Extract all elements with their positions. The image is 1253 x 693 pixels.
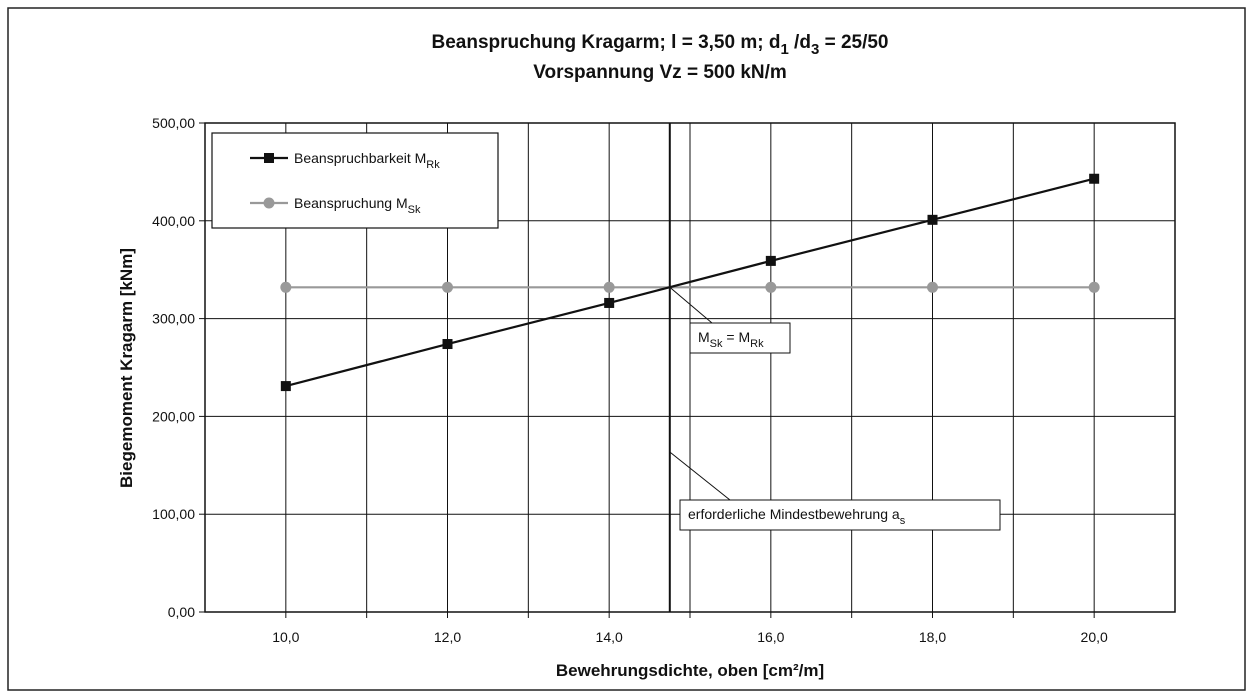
y-tick-label: 0,00 bbox=[168, 604, 195, 620]
subscript: Sk bbox=[408, 204, 421, 216]
y-tick-label: 200,00 bbox=[152, 408, 195, 424]
legend-label: Beanspruchung MSk bbox=[294, 195, 421, 216]
text-part: = 25/50 bbox=[819, 32, 888, 53]
marker bbox=[442, 339, 453, 350]
subscript: 1 bbox=[780, 41, 788, 58]
x-axis-label: Bewehrungsdichte, oben [cm²/m] bbox=[556, 661, 824, 680]
marker bbox=[1089, 173, 1100, 184]
marker bbox=[280, 381, 291, 392]
leader-line bbox=[669, 451, 731, 501]
marker bbox=[280, 281, 292, 293]
text-part: = M bbox=[723, 329, 751, 345]
annotation: erforderliche Mindestbewehrung as bbox=[688, 506, 906, 527]
marker bbox=[604, 297, 615, 308]
chart-title: Beanspruchung Kragarm; l = 3,50 m; d1 /d… bbox=[431, 32, 888, 58]
y-tick-label: 100,00 bbox=[152, 506, 195, 522]
x-tick-label: 18,0 bbox=[919, 629, 946, 645]
subscript: Sk bbox=[710, 338, 723, 350]
legend bbox=[211, 132, 499, 229]
leader-line bbox=[669, 286, 713, 324]
series-line bbox=[285, 177, 1095, 388]
marker bbox=[442, 281, 453, 293]
y-axis-label: Biegemoment Kragarm [kNm] bbox=[117, 248, 136, 488]
y-tick-label: 400,00 bbox=[152, 213, 195, 229]
text-part: Beanspruchung Kragarm; l = 3,50 m; d bbox=[431, 32, 780, 53]
text-part: Beanspruchung M bbox=[294, 195, 408, 211]
marker bbox=[603, 281, 615, 293]
marker bbox=[765, 281, 777, 293]
x-tick-label: 14,0 bbox=[596, 629, 623, 645]
subscript: 3 bbox=[811, 41, 819, 58]
text-part: M bbox=[698, 329, 710, 345]
text-part: Beanspruchbarkeit M bbox=[294, 150, 426, 166]
chart-subtitle: Vorspannung Vz = 500 kN/m bbox=[533, 62, 787, 83]
y-tick-label: 300,00 bbox=[152, 311, 195, 327]
marker bbox=[1088, 281, 1100, 293]
x-tick-label: 10,0 bbox=[272, 629, 299, 645]
text-part: /d bbox=[789, 32, 811, 53]
x-tick-label: 20,0 bbox=[1081, 629, 1108, 645]
legend-marker bbox=[263, 197, 275, 209]
subscript: s bbox=[900, 515, 906, 527]
x-tick-label: 12,0 bbox=[434, 629, 461, 645]
x-tick-label: 16,0 bbox=[757, 629, 784, 645]
annotation-box bbox=[679, 499, 1001, 531]
legend-label: Beanspruchbarkeit MRk bbox=[294, 150, 440, 171]
marker bbox=[927, 214, 938, 225]
annotation-box bbox=[689, 322, 791, 354]
text-part: erforderliche Mindestbewehrung a bbox=[688, 506, 900, 522]
y-tick-label: 500,00 bbox=[152, 115, 195, 131]
subscript: Rk bbox=[750, 338, 764, 350]
text-part: Vorspannung Vz = 500 kN/m bbox=[533, 62, 787, 83]
annotation: MSk = MRk bbox=[698, 329, 764, 350]
marker bbox=[765, 255, 776, 266]
subscript: Rk bbox=[426, 159, 440, 171]
marker bbox=[927, 281, 938, 293]
legend-marker bbox=[264, 153, 274, 163]
